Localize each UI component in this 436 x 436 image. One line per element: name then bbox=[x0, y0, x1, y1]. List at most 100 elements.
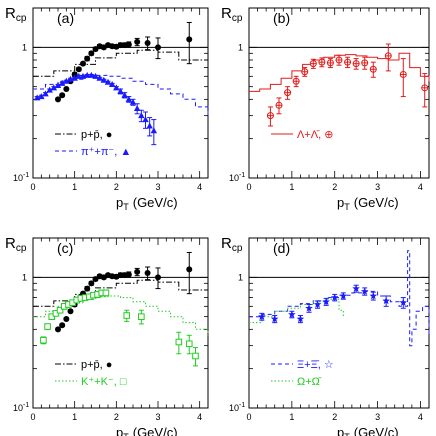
data-point bbox=[56, 306, 64, 314]
data-point bbox=[46, 86, 53, 93]
legend-entry: Ξ+Ξ̄, ☆ bbox=[297, 359, 334, 371]
data-point bbox=[38, 93, 45, 100]
y-tick-label-1: 1 bbox=[238, 42, 243, 52]
data-point bbox=[146, 122, 153, 129]
data-point bbox=[59, 322, 66, 329]
band-curve-dashdot bbox=[33, 279, 209, 307]
data-point bbox=[84, 285, 91, 292]
legend-entry: π⁺+π⁻, ▲ bbox=[81, 146, 131, 158]
data-point bbox=[80, 60, 86, 67]
data-point bbox=[134, 268, 141, 275]
panel-label: (c) bbox=[57, 240, 73, 256]
data-point bbox=[138, 313, 145, 320]
x-tick-label: 0 bbox=[246, 412, 251, 422]
panel-d: 0 1 2 3 4 1 10-1 Rcp pT(GeV/c) (d) Ξ+Ξ̄, ☆ Ω+Ω̄ bbox=[221, 235, 430, 436]
x-tick-label: 2 bbox=[332, 182, 337, 192]
data-point bbox=[192, 352, 199, 360]
data-point bbox=[75, 66, 82, 73]
x-tick-label: 4 bbox=[418, 182, 423, 192]
data-point bbox=[88, 71, 95, 78]
x-axis-title: pT(GeV/c) bbox=[337, 425, 399, 436]
data-point bbox=[40, 336, 47, 344]
data-point bbox=[175, 338, 183, 346]
data-point bbox=[71, 71, 78, 78]
data-point bbox=[123, 312, 131, 319]
data-point bbox=[129, 98, 137, 105]
x-axis-title: pT(GeV/c) bbox=[116, 425, 178, 436]
x-tick-label: 2 bbox=[332, 412, 337, 422]
y-axis-title: Rcp bbox=[5, 5, 27, 24]
x-tick-label: 1 bbox=[289, 412, 294, 422]
data-point bbox=[186, 266, 193, 273]
data-point bbox=[117, 87, 124, 94]
panel-b: 0 1 2 3 4 1 10-1 Rcp pT (GeV/c) (b) Λ+Λ̄, ⊕ bbox=[221, 5, 430, 212]
band-curve-dashdot bbox=[33, 49, 209, 77]
data-point bbox=[322, 297, 330, 305]
data-point bbox=[399, 298, 408, 306]
x-tick-label: 0 bbox=[246, 182, 251, 192]
data-point bbox=[125, 95, 133, 102]
band-curve-dotted bbox=[33, 295, 209, 336]
data-point bbox=[186, 36, 193, 43]
data-point bbox=[144, 39, 151, 46]
x-tick-label: 3 bbox=[155, 412, 160, 422]
x-tick-label: 3 bbox=[375, 412, 380, 422]
y-tick-label-0.1: 10-1 bbox=[13, 172, 29, 183]
data-point bbox=[142, 116, 149, 123]
data-point bbox=[113, 84, 120, 91]
data-point bbox=[258, 312, 266, 320]
data-point bbox=[55, 96, 61, 103]
data-point bbox=[71, 74, 78, 81]
plot-frame bbox=[32, 7, 209, 179]
data-point bbox=[84, 55, 91, 62]
data-point bbox=[92, 72, 99, 79]
y-axis-title: Rcp bbox=[5, 235, 27, 254]
data-point bbox=[144, 269, 151, 276]
data-point bbox=[330, 293, 339, 301]
data-point bbox=[88, 280, 95, 287]
data-point bbox=[150, 127, 158, 134]
x-axis-title: pT(GeV/c) bbox=[337, 195, 399, 212]
data-point bbox=[369, 292, 378, 300]
data-point bbox=[100, 76, 108, 83]
y-tick-label-0.1: 10-1 bbox=[229, 402, 245, 413]
data-point bbox=[63, 315, 70, 322]
panel-c: 0 1 2 3 4 1 10-1 Rcp pT(GeV/c) (c) p+p̄, ● K⁺+K⁻, □ bbox=[5, 235, 209, 436]
data-point bbox=[67, 308, 74, 315]
x-axis-title: pT(GeV/c) bbox=[116, 195, 178, 212]
data-point bbox=[55, 326, 61, 333]
y-axis-title: Rcp bbox=[221, 5, 243, 24]
legend-entry: p+p̄, ● bbox=[81, 359, 112, 371]
data-point bbox=[44, 323, 51, 330]
x-tick-label: 2 bbox=[114, 182, 119, 192]
legend-entry: K⁺+K⁻, □ bbox=[81, 376, 127, 388]
data-point bbox=[48, 313, 56, 320]
panel-label: (b) bbox=[273, 10, 290, 26]
data-point bbox=[96, 74, 103, 81]
data-point bbox=[54, 82, 62, 89]
x-tick-label: 1 bbox=[289, 182, 294, 192]
data-point bbox=[134, 38, 141, 45]
data-point bbox=[102, 289, 110, 297]
band-curve-solid bbox=[249, 52, 430, 92]
x-tick-label: 2 bbox=[114, 412, 119, 422]
data-point bbox=[58, 79, 66, 86]
x-tick-label: 1 bbox=[72, 412, 77, 422]
data-point bbox=[339, 292, 348, 300]
x-tick-label: 0 bbox=[30, 412, 35, 422]
data-point bbox=[125, 271, 132, 278]
x-tick-label: 4 bbox=[418, 412, 423, 422]
data-point bbox=[121, 91, 128, 98]
x-tick-label: 0 bbox=[30, 182, 35, 192]
y-tick-label-1: 1 bbox=[238, 272, 243, 282]
x-tick-label: 4 bbox=[197, 182, 202, 192]
data-point bbox=[155, 44, 161, 51]
plot-frame bbox=[32, 237, 209, 409]
data-point bbox=[104, 78, 112, 85]
data-point bbox=[63, 77, 70, 84]
data-point bbox=[63, 85, 70, 92]
data-point bbox=[313, 300, 322, 308]
data-point bbox=[296, 315, 305, 323]
panel-a: 0 1 2 3 4 1 10-1 Rcp pT (GeV/c) (a) p+p̄, ● π⁺+π⁻, ▲ bbox=[5, 5, 209, 212]
